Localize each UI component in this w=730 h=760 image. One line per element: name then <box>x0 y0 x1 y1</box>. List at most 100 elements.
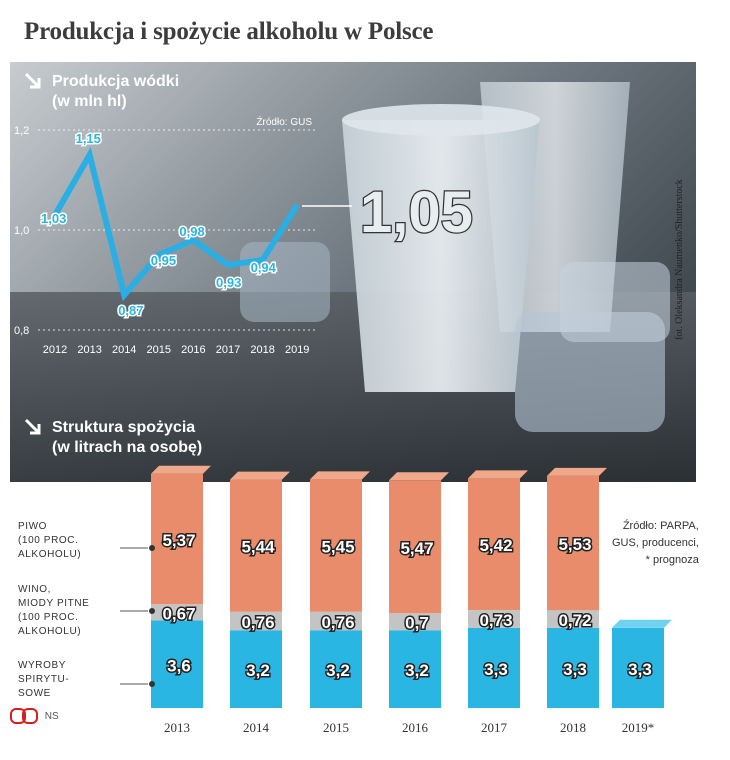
consumption-chart-subtitle: (w litrach na osobę) <box>52 439 203 456</box>
arrow-down-right-icon <box>24 418 41 435</box>
legend-beer: PIWO (100 PROC. ALKOHOLU) <box>18 520 81 562</box>
bar-value-label: 0,72 <box>558 611 591 630</box>
bar-segment <box>310 611 362 631</box>
legend-dot <box>149 681 155 687</box>
vodka-chart-title: Produkcja wódki <box>52 73 180 90</box>
consumption-section-header: Struktura spożycia (w litrach na osobę) <box>24 418 202 456</box>
bar-segment <box>310 479 362 612</box>
legend-wine-line: ALKOHOLU) <box>18 626 82 637</box>
x-tick-label: 2018 <box>250 344 274 356</box>
bar-value-label: 3,3 <box>628 660 652 679</box>
legend-spirits-line: WYROBY <box>18 660 67 671</box>
logo-ring-icon <box>10 708 26 724</box>
source-line: * prognoza <box>645 554 699 566</box>
bar-value-label: 5,45 <box>321 538 354 557</box>
legend-spirits: WYROBY SPIRYTU- SOWE <box>18 659 69 701</box>
bar-segment <box>230 630 282 708</box>
big-value-2019: 1,05 <box>360 180 473 245</box>
x-tick-label: 2014 <box>112 344 136 356</box>
legend-spirits-line: SOWE <box>18 688 51 699</box>
bar-segment <box>151 620 203 708</box>
x-tick-label: 2012 <box>43 344 67 356</box>
bar-value-label: 5,42 <box>479 536 512 555</box>
bar-segment <box>389 480 441 614</box>
bar-top-face <box>151 465 211 474</box>
x-tick-label: 2015 <box>147 344 171 356</box>
legend-wine-line: WINO, <box>18 584 51 595</box>
bar-segment <box>389 630 441 708</box>
bar-segment <box>612 627 664 708</box>
source-line: Źródło: PARPA, <box>622 520 699 532</box>
legend-beer-line: ALKOHOLU) <box>18 549 82 560</box>
y-tick-label: 1,2 <box>14 125 29 137</box>
x-tick-label: 2013 <box>77 344 101 356</box>
bar-segment <box>547 475 599 611</box>
data-label: 0,95 <box>151 253 176 268</box>
bar-value-label: 5,37 <box>162 531 195 550</box>
bar-segment <box>468 478 520 611</box>
x-tick-label: 2015 <box>323 720 349 735</box>
bar-value-label: 3,2 <box>326 661 350 680</box>
data-label: 1,15 <box>76 131 101 146</box>
bar-top-face <box>310 471 370 480</box>
bar-value-label: 5,53 <box>558 535 591 554</box>
x-tick-label: 2013 <box>164 720 190 735</box>
data-label: 0,98 <box>179 224 204 239</box>
legend-spirits-line: SPIRYTU- <box>18 674 70 685</box>
bar-segment <box>151 604 203 621</box>
data-label: 0,94 <box>251 260 277 275</box>
bar-value-label: 3,6 <box>167 656 191 675</box>
logo-ring-icon <box>22 708 38 724</box>
bar-segment <box>389 613 441 631</box>
data-label: 1,03 <box>41 211 66 226</box>
consumption-chart-source: Źródło: PARPA, GUS, producenci, * progno… <box>612 518 699 569</box>
bar-value-label: 3,3 <box>484 660 508 679</box>
bar-value-label: 0,76 <box>321 613 354 632</box>
bar-segment <box>468 627 520 708</box>
vodka-series-line <box>52 147 300 302</box>
legend-dot <box>149 608 155 614</box>
data-label: 0,87 <box>118 303 143 318</box>
bar-segment <box>468 610 520 628</box>
data-label: 0,93 <box>216 275 241 290</box>
publisher-logo: NS <box>10 708 59 724</box>
y-tick-label: 0,8 <box>14 325 29 337</box>
bar-value-label: 3,2 <box>246 661 270 680</box>
legend-beer-line: PIWO <box>18 521 48 532</box>
bar-segment <box>547 610 599 628</box>
legend-dot <box>149 545 155 551</box>
x-tick-label: 2017 <box>216 344 240 356</box>
bar-segment <box>230 479 282 612</box>
legend-beer-line: (100 PROC. <box>18 535 79 546</box>
consumption-chart-title: Struktura spożycia <box>52 419 196 436</box>
x-tick-label: 2016 <box>181 344 205 356</box>
bar-value-label: 5,47 <box>400 539 433 558</box>
source-line: GUS, producenci, <box>612 537 699 549</box>
x-tick-label: 2017 <box>481 720 508 735</box>
bar-value-label: 3,2 <box>405 661 429 680</box>
x-tick-label: 2016 <box>402 720 429 735</box>
background-photo <box>10 62 696 482</box>
bar-value-label: 0,73 <box>479 611 512 630</box>
bar-value-label: 3,3 <box>563 660 587 679</box>
y-tick-label: 1,0 <box>14 225 29 237</box>
x-tick-label: 2019* <box>622 720 655 735</box>
logo-text: NS <box>44 710 59 722</box>
vodka-chart-subtitle: (w mln hl) <box>52 93 127 110</box>
x-tick-label: 2018 <box>560 720 586 735</box>
bar-value-label: 5,44 <box>241 538 275 557</box>
legend-wine-line: (100 PROC. <box>18 612 79 623</box>
vodka-glasses-illustration <box>10 82 696 482</box>
bar-top-face <box>468 470 528 479</box>
arrow-down-right-icon <box>24 72 41 89</box>
bar-value-label: 0,76 <box>241 613 274 632</box>
page-title: Produkcja i spożycie alkoholu w Polsce <box>24 18 434 45</box>
legend-wine: WINO, MIODY PITNE (100 PROC. ALKOHOLU) <box>18 583 89 639</box>
bar-top-face <box>230 471 290 480</box>
legend-wine-line: MIODY PITNE <box>18 598 90 609</box>
x-tick-label: 2019 <box>285 344 309 356</box>
x-tick-label: 2014 <box>243 720 270 735</box>
bar-top-face <box>547 467 607 476</box>
